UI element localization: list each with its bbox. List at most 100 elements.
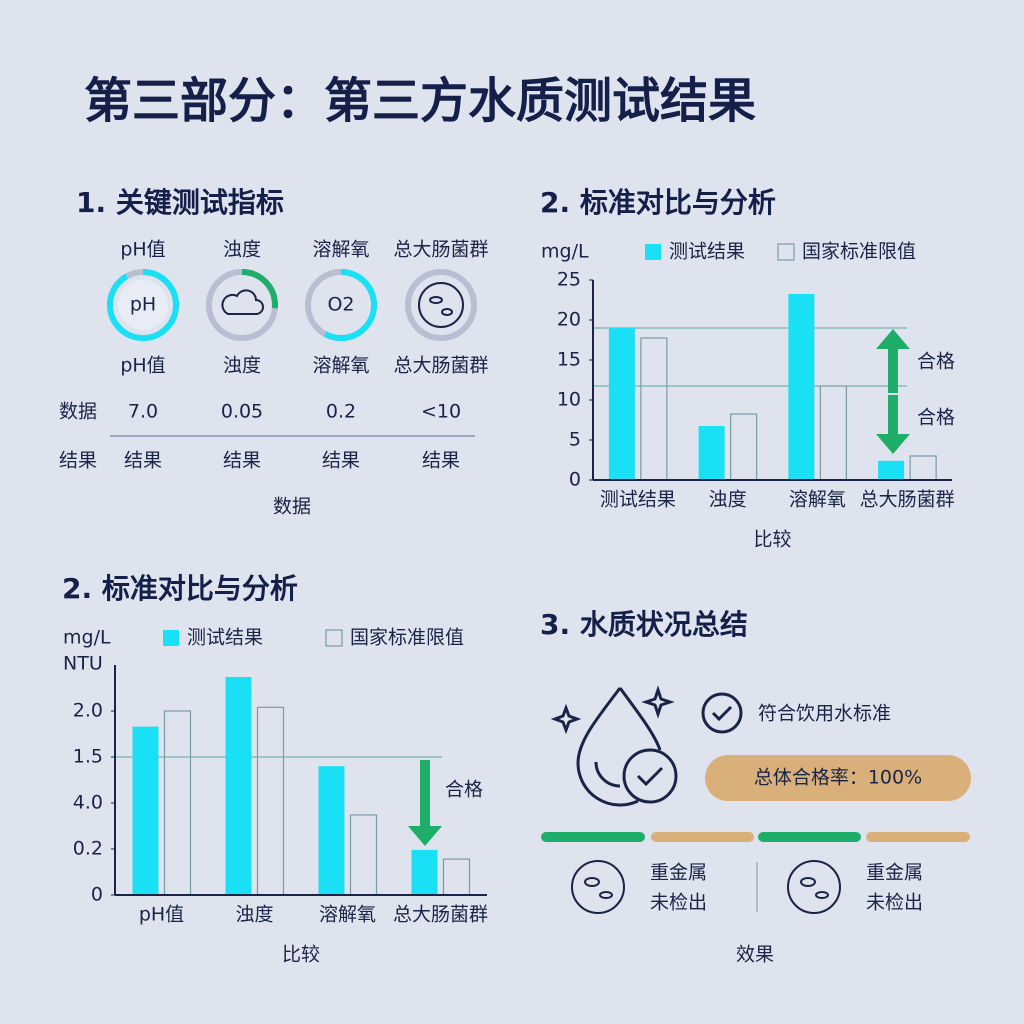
result-value: 结果 <box>422 450 460 472</box>
sparkle <box>550 703 582 735</box>
item-text: 重金属 <box>866 862 923 884</box>
x-tick-label: 溶解氧 <box>319 904 376 926</box>
bacteria-icon <box>418 282 464 328</box>
y-tick-label: 0.2 <box>73 838 103 860</box>
check <box>711 705 733 722</box>
drop <box>594 761 621 788</box>
y-tick-label: 0 <box>569 469 581 491</box>
chart-title: 2. 标准对比与分析 <box>62 572 298 605</box>
gauge-arc <box>107 269 179 341</box>
segment <box>866 832 970 842</box>
y-tick-label: 2.0 <box>73 700 103 722</box>
result-value: 结果 <box>322 450 360 472</box>
chart-title: 2. 标准对比与分析 <box>540 186 776 219</box>
row-label: 结果 <box>59 450 97 472</box>
bar <box>878 460 905 480</box>
x-axis-label: 比较 <box>753 529 791 551</box>
bar <box>132 726 159 895</box>
data-value: 0.2 <box>326 401 356 423</box>
legend-swatch <box>163 630 179 646</box>
indicator-label: pH值 <box>120 355 165 377</box>
x-tick-label: 总大肠菌群 <box>393 904 488 926</box>
arrow-head <box>876 434 910 454</box>
y-tick-label: 4.0 <box>73 792 103 814</box>
pass-rate-pill <box>705 755 971 801</box>
gauge-arc <box>206 269 278 341</box>
bar <box>318 766 345 895</box>
item-text: 未检出 <box>650 892 707 914</box>
y-tick-label: 1.5 <box>73 746 103 768</box>
check <box>636 766 664 787</box>
result-value: 结果 <box>223 450 261 472</box>
check-circle <box>701 692 743 734</box>
column-label: 浊度 <box>223 239 261 261</box>
drop <box>576 687 639 807</box>
item-text: 重金属 <box>650 862 707 884</box>
y-tick-label: 0 <box>91 884 103 906</box>
bacteria-icon <box>571 860 625 914</box>
bacteria-icon <box>787 860 841 914</box>
legend-label: 测试结果 <box>669 241 745 263</box>
bacteria-icon <box>800 877 816 887</box>
legend-label: 国家标准限值 <box>802 241 916 263</box>
arrow-head <box>876 329 910 349</box>
annotation: 合格 <box>917 351 955 373</box>
y-tick-label: 15 <box>557 349 581 371</box>
legend-label: 国家标准限值 <box>350 627 464 649</box>
footer: 效果 <box>736 944 774 966</box>
annotation: 合格 <box>917 407 955 429</box>
bar <box>411 849 438 895</box>
y-axis-label: mg/L <box>541 241 589 263</box>
gauge <box>405 269 477 341</box>
icon-label: O2 <box>327 294 354 316</box>
bacteria-icons <box>571 860 841 914</box>
segment <box>541 832 645 842</box>
legend-swatch <box>325 629 343 647</box>
y-axis-label: NTU <box>63 653 103 675</box>
x-tick-label: 测试结果 <box>600 489 676 511</box>
bacteria-icon <box>441 308 453 316</box>
check-circle <box>622 748 678 804</box>
legend-swatch <box>645 244 661 260</box>
indicator-label: 溶解氧 <box>312 355 369 377</box>
y-tick-label: 20 <box>557 309 581 331</box>
item-text: 未检出 <box>866 892 923 914</box>
x-tick-label: 溶解氧 <box>789 489 846 511</box>
bar <box>698 426 725 480</box>
x-tick-label: 总大肠菌群 <box>860 489 955 511</box>
drop <box>618 687 662 751</box>
y-axis-label: mg/L <box>63 627 111 649</box>
bacteria-icon <box>584 877 600 887</box>
gauge-arc <box>305 269 377 341</box>
indicator-label: 总大肠菌群 <box>393 355 488 377</box>
arrow-head <box>408 826 442 846</box>
column-label: pH值 <box>120 239 165 261</box>
bacteria-icon <box>815 891 829 899</box>
icon-label: pH <box>130 294 156 316</box>
drop-icon <box>550 685 743 807</box>
x-tick-label: 浊度 <box>709 489 747 511</box>
data-value: <10 <box>421 401 461 423</box>
data-value: 0.05 <box>221 401 263 423</box>
section-title: 1. 关键测试指标 <box>76 186 284 219</box>
segment <box>651 832 754 842</box>
bacteria-icon <box>599 891 613 899</box>
footer: 数据 <box>273 496 311 518</box>
data-value: 7.0 <box>128 401 158 423</box>
section-title: 3. 水质状况总结 <box>540 608 748 641</box>
x-tick-label: 浊度 <box>235 904 273 926</box>
annotation: 合格 <box>445 779 483 801</box>
progress-bar <box>541 832 970 842</box>
x-axis-label: 比较 <box>282 944 320 966</box>
page-title: 第三部分：第三方水质测试结果 <box>84 73 756 129</box>
row-label: 数据 <box>59 401 97 423</box>
bar <box>225 676 252 895</box>
y-tick-label: 25 <box>557 269 581 291</box>
bar <box>608 328 635 480</box>
cloud-icon <box>221 289 264 315</box>
gauge-inner <box>118 280 168 330</box>
column-label: 总大肠菌群 <box>393 239 488 261</box>
y-tick-label: 10 <box>557 389 581 411</box>
sparkle <box>641 685 675 719</box>
